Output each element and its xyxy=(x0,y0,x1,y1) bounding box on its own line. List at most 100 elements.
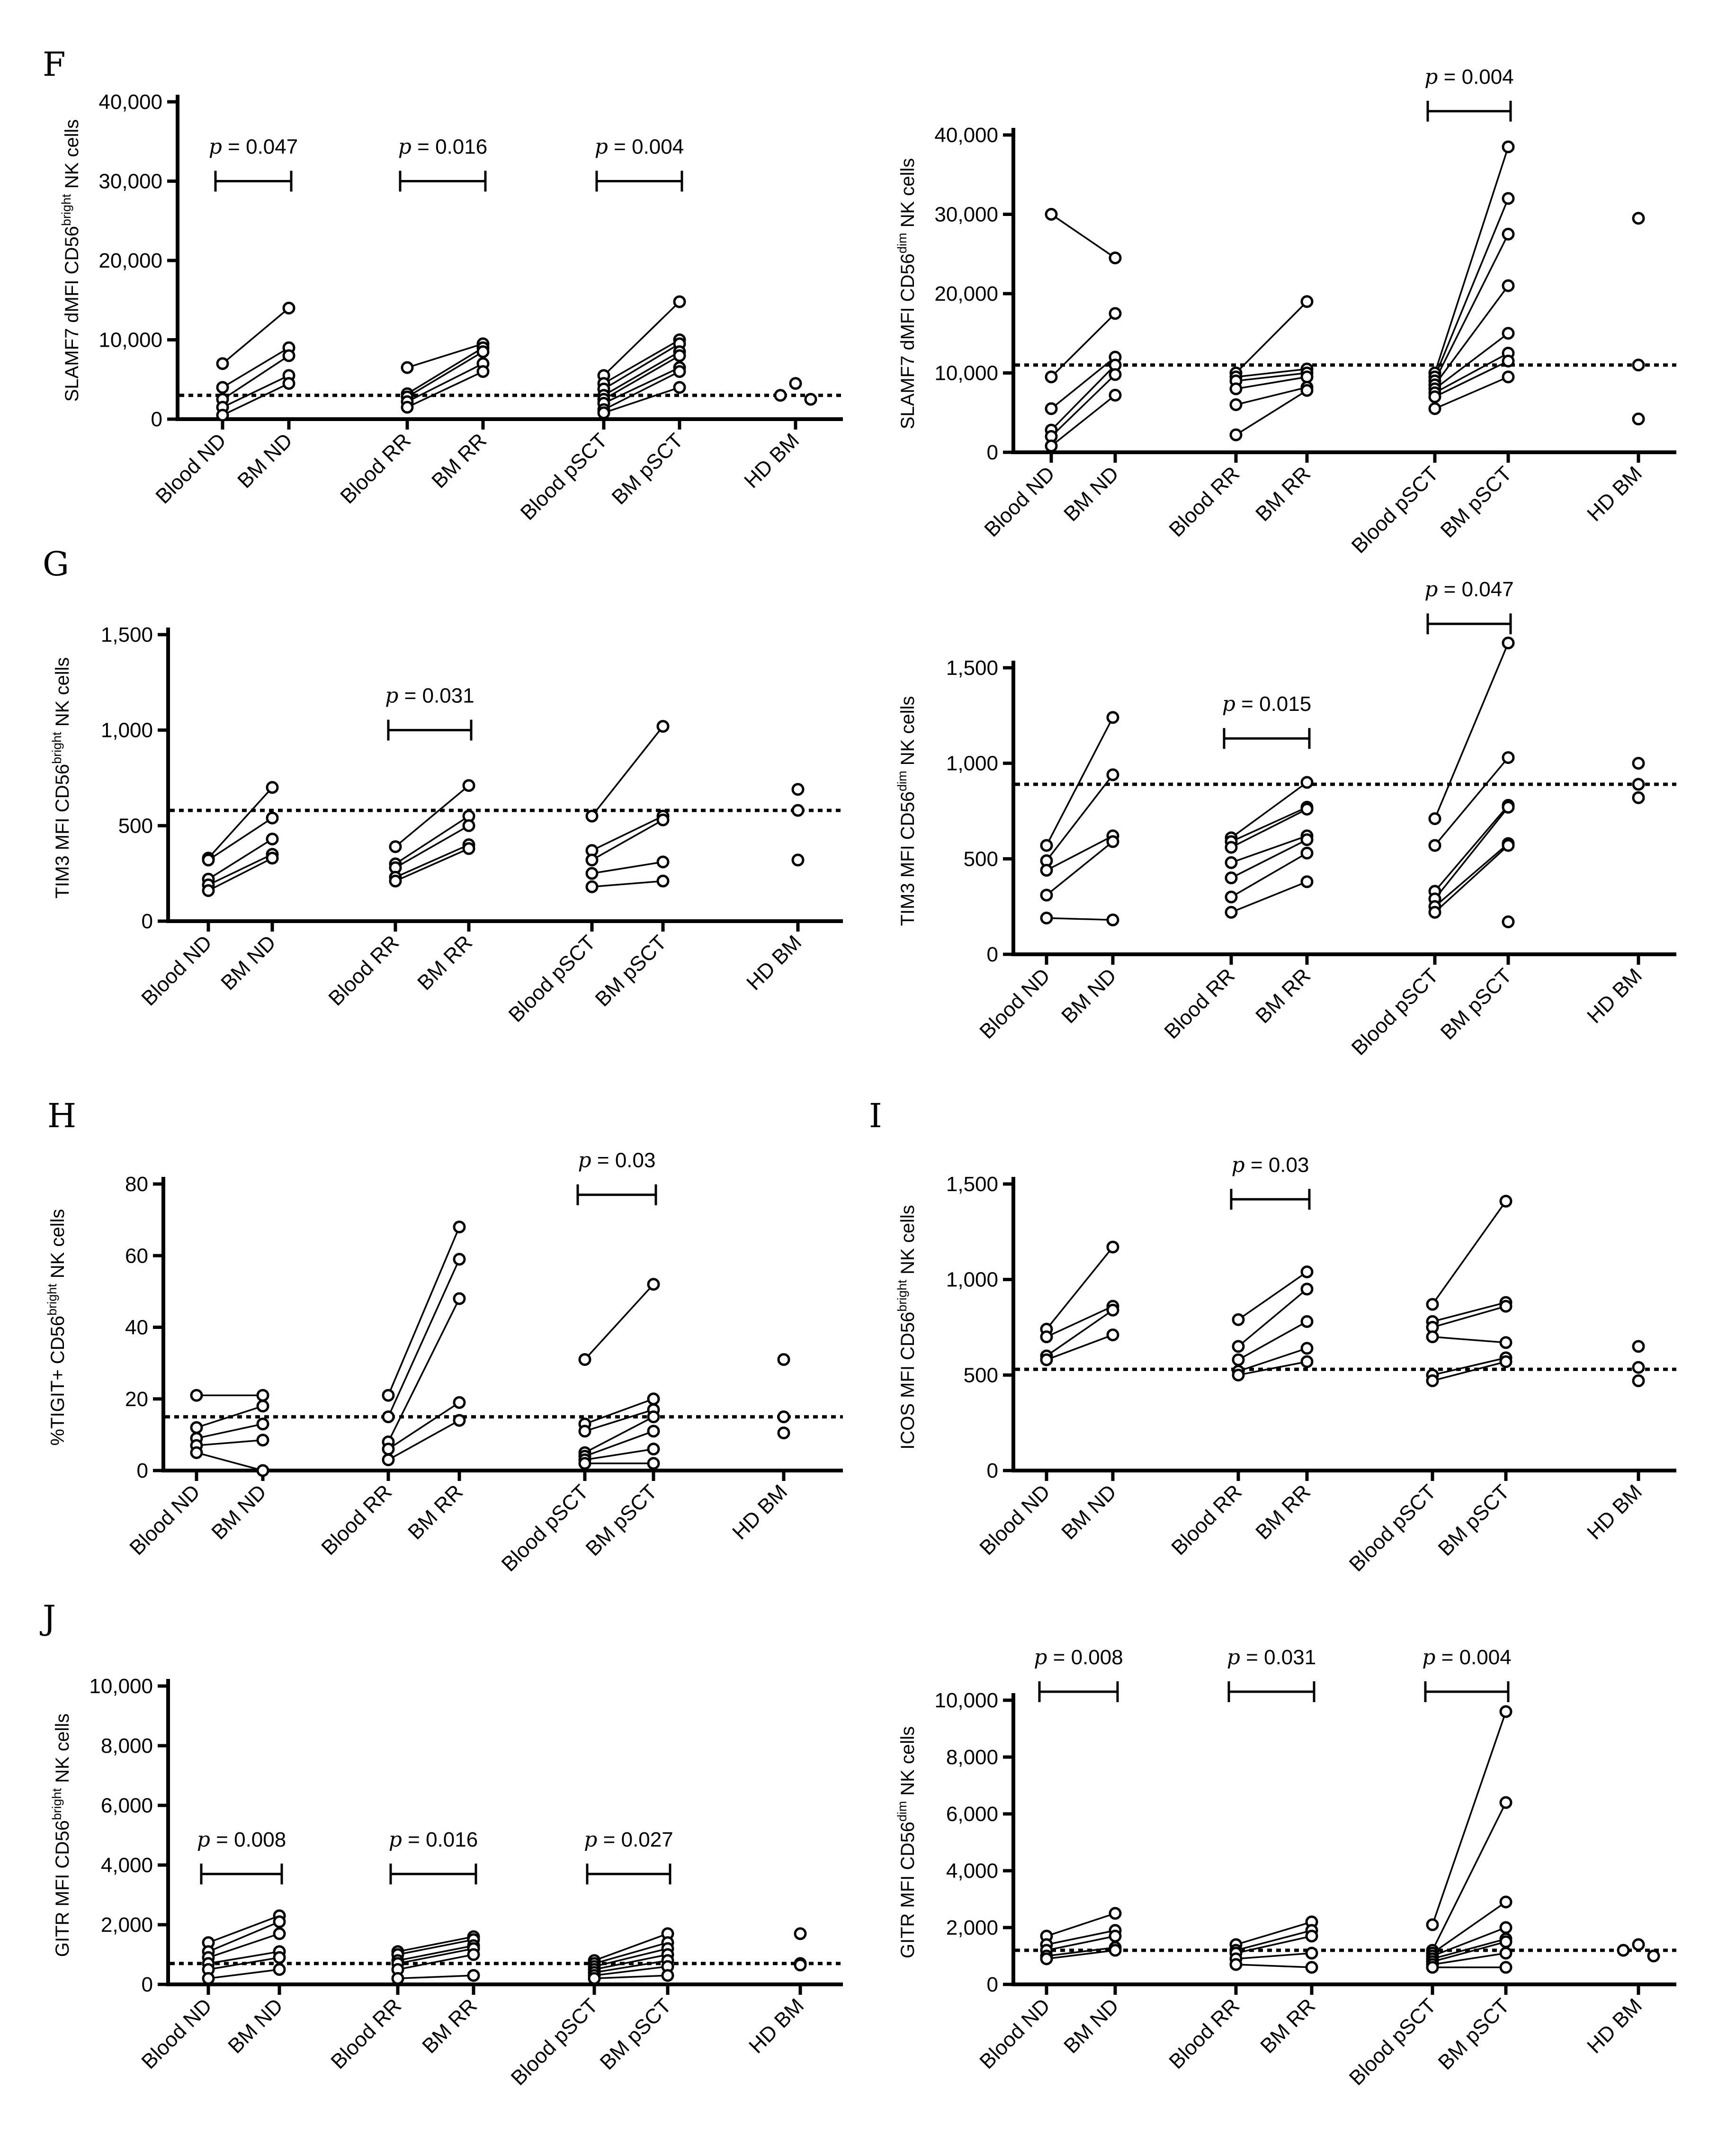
p-value-label: p = 0.031 xyxy=(1227,1645,1316,1669)
data-point xyxy=(382,1443,395,1456)
p-value-text: = 0.004 xyxy=(1435,1646,1511,1669)
category-label: BM RR xyxy=(403,1480,467,1544)
pair-line xyxy=(208,853,273,886)
p-value-label: p = 0.016 xyxy=(398,135,487,159)
p-symbol: p xyxy=(385,684,398,708)
data-point xyxy=(777,1353,790,1366)
panel-letter: G xyxy=(43,545,69,583)
y-axis-label-tail: NK cells xyxy=(897,696,918,771)
category-label: Blood RR xyxy=(1164,462,1244,541)
category-label: BM ND xyxy=(224,1994,287,2058)
y-axis-label-tail: NK cells xyxy=(62,119,82,194)
pair-line xyxy=(1432,1361,1506,1382)
category-label: Blood RR xyxy=(1164,1994,1244,2073)
data-point xyxy=(1499,1935,1512,1948)
y-axis-label: SLAMF7 dMFI CD56dim NK cells xyxy=(895,158,918,430)
p-value-text: = 0.015 xyxy=(1235,692,1311,716)
y-axis-label-main: TIM3 MFI CD56 xyxy=(897,791,918,926)
category-label: Blood RR xyxy=(324,931,403,1010)
p-value-label: p = 0.027 xyxy=(584,1828,673,1852)
y-axis-label-sup: bright xyxy=(895,1280,909,1312)
p-value-text: = 0.047 xyxy=(1438,578,1513,601)
pair-line xyxy=(208,1968,280,1980)
pair-line xyxy=(594,1947,668,1967)
pair-line xyxy=(1050,395,1116,447)
data-point xyxy=(673,381,686,394)
pair-line xyxy=(603,339,680,385)
pair-line xyxy=(395,825,469,869)
data-point xyxy=(389,874,402,888)
data-point xyxy=(1499,1796,1512,1809)
p-value-label: p = 0.008 xyxy=(1034,1645,1123,1669)
data-point xyxy=(401,401,414,414)
pair-line xyxy=(395,815,469,865)
data-point xyxy=(1300,384,1314,397)
pair-line xyxy=(1432,1305,1506,1328)
y-axis-label-tail: NK cells xyxy=(897,1726,918,1801)
data-point xyxy=(1106,1328,1119,1342)
chart-F-right: 0 10,000 20,000 30,000 40,000 Blood ND BM ND Bl… xyxy=(895,65,1676,558)
y-tick-label: 0 xyxy=(987,1459,998,1482)
category-label: Blood RR xyxy=(1167,1480,1246,1560)
pair-line xyxy=(1235,1935,1312,1954)
y-axis-label-main: SLAMF7 dMFI CD56 xyxy=(62,226,82,402)
data-point xyxy=(1040,911,1053,924)
pair-line xyxy=(1235,301,1308,374)
y-tick-label: 0 xyxy=(142,910,153,933)
y-axis-label-sup: bright xyxy=(59,194,73,226)
pair-line xyxy=(1238,1271,1307,1320)
data-point xyxy=(1300,1342,1314,1355)
pair-line xyxy=(208,1956,280,1971)
y-tick-label: 4,000 xyxy=(946,1859,998,1883)
pair-line xyxy=(388,1419,460,1461)
p-symbol: p xyxy=(389,1828,402,1852)
y-axis-label-main: ICOS MFI CD56 xyxy=(897,1312,918,1450)
category-label: BM RR xyxy=(418,1994,482,2058)
data-point xyxy=(1106,768,1119,781)
data-point xyxy=(1499,1921,1512,1934)
p-symbol: p xyxy=(595,135,608,159)
pair-line xyxy=(196,1405,263,1428)
category-label: BM RR xyxy=(1251,1480,1315,1544)
category-label: BM pSCT xyxy=(596,1994,676,2074)
data-point xyxy=(1225,871,1238,885)
pair-line xyxy=(591,861,663,874)
data-point xyxy=(1109,1907,1122,1920)
pair-line xyxy=(1046,1309,1113,1357)
pair-line xyxy=(584,1283,654,1360)
category-label: HD BM xyxy=(1583,1480,1647,1544)
data-point xyxy=(647,1443,660,1456)
y-tick-label: 0 xyxy=(142,1973,153,1996)
data-point xyxy=(273,1915,286,1929)
category-label: Blood pSCT xyxy=(1345,1994,1441,2090)
y-axis-label: SLAMF7 dMFI CD56bright NK cells xyxy=(59,119,82,402)
category-label: BM pSCT xyxy=(1434,1480,1514,1560)
data-point xyxy=(216,357,229,370)
data-point xyxy=(453,1253,466,1266)
p-value-label: p = 0.015 xyxy=(1222,692,1311,716)
pair-line xyxy=(395,844,469,878)
category-label: BM RR xyxy=(1251,964,1315,1028)
data-point xyxy=(791,853,805,867)
data-point xyxy=(453,1396,466,1409)
pair-line xyxy=(208,1915,280,1944)
y-axis-label: GITR MFI CD56dim NK cells xyxy=(895,1726,918,1958)
category-label: Blood ND xyxy=(980,462,1059,541)
category-label: BM RR xyxy=(413,931,477,995)
data-point xyxy=(216,409,229,422)
data-point xyxy=(777,1410,790,1424)
y-axis-label-sup: bright xyxy=(50,1788,64,1820)
y-tick-label: 0 xyxy=(987,1973,998,1996)
y-axis-label-sup: bright xyxy=(50,732,64,764)
p-value-text: = 0.031 xyxy=(398,684,474,708)
category-label: BM ND xyxy=(1057,1480,1121,1544)
p-symbol: p xyxy=(1227,1645,1240,1669)
pair-line xyxy=(584,1416,654,1453)
p-value-label: p = 0.047 xyxy=(209,135,298,159)
category-label: HD BM xyxy=(1583,1994,1647,2058)
p-value-label: p = 0.03 xyxy=(1232,1153,1309,1177)
data-point xyxy=(453,1414,466,1427)
pair-line xyxy=(397,1947,474,1965)
category-label: Blood ND xyxy=(125,1480,205,1560)
pair-line xyxy=(395,848,469,882)
